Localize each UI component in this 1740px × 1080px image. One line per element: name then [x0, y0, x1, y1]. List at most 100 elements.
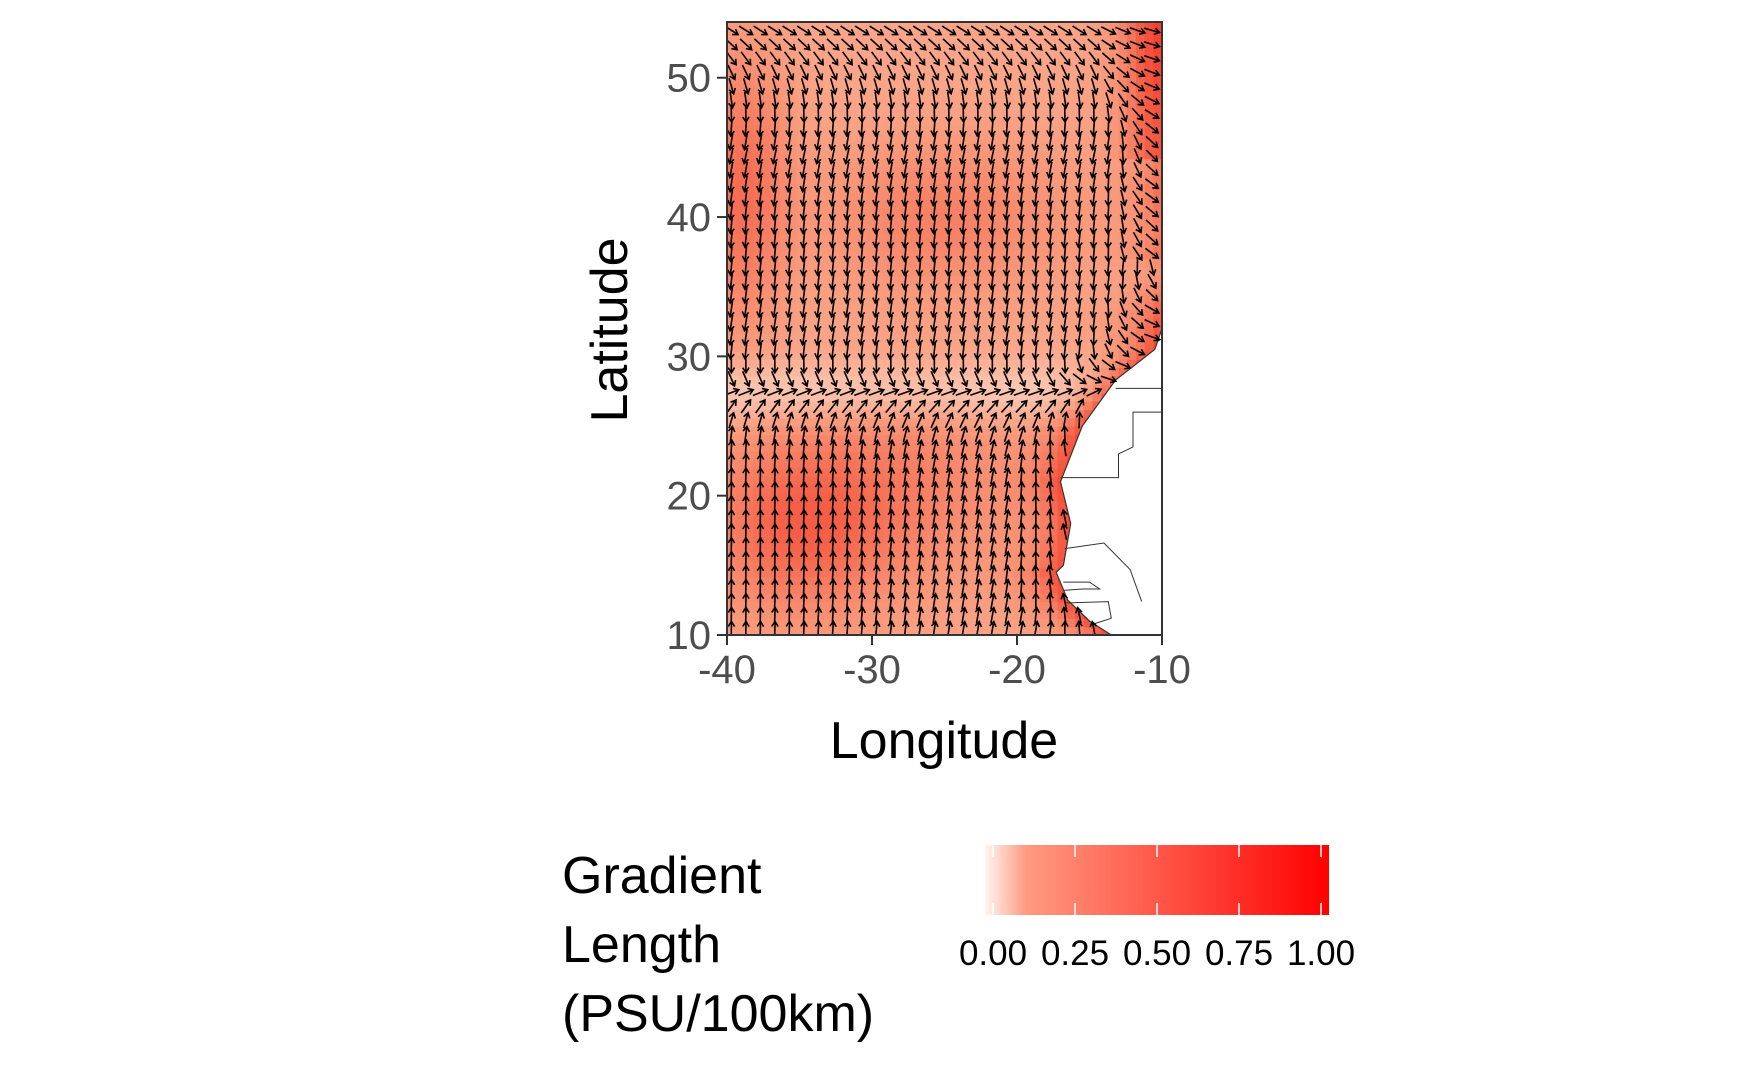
- gradient-arrow: [973, 217, 982, 235]
- gradient-cell: [996, 108, 1006, 118]
- gradient-cell: [744, 116, 754, 126]
- gradient-cell: [953, 125, 963, 135]
- gradient-cell: [935, 300, 946, 310]
- gradient-arrow: [988, 105, 997, 124]
- gradient-cell: [1092, 91, 1102, 101]
- gradient-arrow: [769, 51, 781, 66]
- gradient-arrow: [1089, 147, 1097, 166]
- gradient-arrow: [782, 38, 797, 51]
- gradient-cell: [901, 158, 911, 168]
- gradient-cell: [979, 442, 989, 452]
- gradient-arrow: [930, 64, 940, 81]
- gradient-cell: [961, 618, 972, 628]
- gradient-cell: [735, 442, 745, 452]
- gradient-cell: [1109, 258, 1120, 268]
- gradient-cell: [805, 593, 815, 603]
- gradient-cell: [1014, 217, 1024, 227]
- gradient-arrow: [755, 133, 764, 152]
- gradient-arrow: [989, 466, 997, 485]
- gradient-cell: [918, 41, 928, 51]
- gradient-cell: [979, 576, 989, 586]
- gradient-arrow: [989, 480, 997, 499]
- gradient-cell: [822, 609, 832, 619]
- gradient-cell: [996, 275, 1006, 285]
- gradient-cell: [988, 49, 998, 59]
- gradient-cell: [805, 367, 815, 377]
- gradient-arrow: [944, 133, 953, 152]
- gradient-cell: [874, 534, 885, 544]
- gradient-cell: [735, 459, 745, 469]
- gradient-cell: [753, 584, 763, 594]
- gradient-cell: [779, 292, 789, 302]
- gradient-cell: [1040, 208, 1050, 218]
- gradient-cell: [909, 459, 919, 469]
- gradient-cell: [935, 367, 946, 377]
- gradient-cell: [935, 233, 946, 243]
- gradient-arrow: [970, 25, 986, 36]
- gradient-arrow: [727, 231, 735, 249]
- gradient-cell: [840, 501, 850, 511]
- gradient-arrow: [843, 438, 852, 457]
- gradient-cell: [909, 108, 919, 118]
- gradient-cell: [1048, 191, 1059, 201]
- gradient-cell: [779, 492, 789, 502]
- gradient-cell: [779, 33, 789, 43]
- gradient-cell: [866, 141, 876, 151]
- gradient-arrow: [843, 550, 852, 568]
- gradient-cell: [1040, 618, 1050, 628]
- gradient-cell: [840, 417, 850, 427]
- gradient-cell: [1109, 200, 1120, 210]
- gradient-arrow: [1031, 286, 1040, 305]
- gradient-arrow: [753, 38, 768, 51]
- gradient-cell: [1144, 334, 1154, 344]
- gradient-cell: [848, 618, 859, 628]
- gradient-cell: [805, 584, 815, 594]
- gradient-cell: [1144, 125, 1154, 135]
- gradient-cell: [831, 392, 841, 402]
- gradient-cell: [961, 217, 972, 227]
- gradient-arrow: [973, 370, 983, 388]
- gradient-cell: [927, 208, 937, 218]
- gradient-cell: [866, 91, 876, 101]
- gradient-cell: [883, 618, 893, 628]
- gradient-arrow: [1089, 231, 1098, 249]
- gradient-cell: [892, 200, 902, 210]
- gradient-arrow: [771, 78, 780, 96]
- gradient-cell: [761, 158, 772, 168]
- gradient-arrow: [959, 273, 967, 291]
- gradient-cell: [1135, 150, 1146, 160]
- gradient-cell: [1057, 66, 1067, 76]
- gradient-arrow: [1133, 287, 1143, 304]
- gradient-cell: [961, 225, 972, 235]
- gradient-arrow: [1060, 231, 1069, 249]
- gradient-cell: [979, 225, 989, 235]
- gradient-arrow: [1017, 286, 1025, 305]
- gradient-cell: [735, 116, 745, 126]
- gradient-cell: [1109, 267, 1120, 277]
- gradient-arrow: [756, 105, 765, 124]
- gradient-cell: [1083, 392, 1093, 402]
- gradient-arrow: [901, 522, 910, 540]
- gradient-arrow: [944, 342, 953, 361]
- gradient-cell: [1005, 292, 1015, 302]
- gradient-cell: [979, 392, 989, 402]
- gradient-cell: [848, 300, 859, 310]
- gradient-cell: [1127, 100, 1137, 109]
- gradient-cell: [770, 49, 780, 59]
- gradient-arrow: [916, 550, 925, 568]
- gradient-arrow: [727, 64, 737, 81]
- gradient-cell: [753, 275, 763, 285]
- gradient-cell: [1057, 200, 1067, 210]
- gradient-cell: [883, 384, 893, 394]
- gradient-arrow: [960, 439, 968, 457]
- gradient-cell: [1083, 233, 1093, 243]
- gradient-cell: [892, 283, 902, 293]
- gradient-cell: [822, 526, 832, 536]
- gradient-cell: [770, 309, 780, 318]
- gradient-cell: [866, 517, 876, 527]
- gradient-cell: [927, 601, 937, 611]
- gradient-arrow: [1118, 273, 1127, 291]
- gradient-arrow: [843, 564, 852, 582]
- gradient-cell: [1075, 309, 1085, 318]
- gradient-cell: [909, 183, 919, 193]
